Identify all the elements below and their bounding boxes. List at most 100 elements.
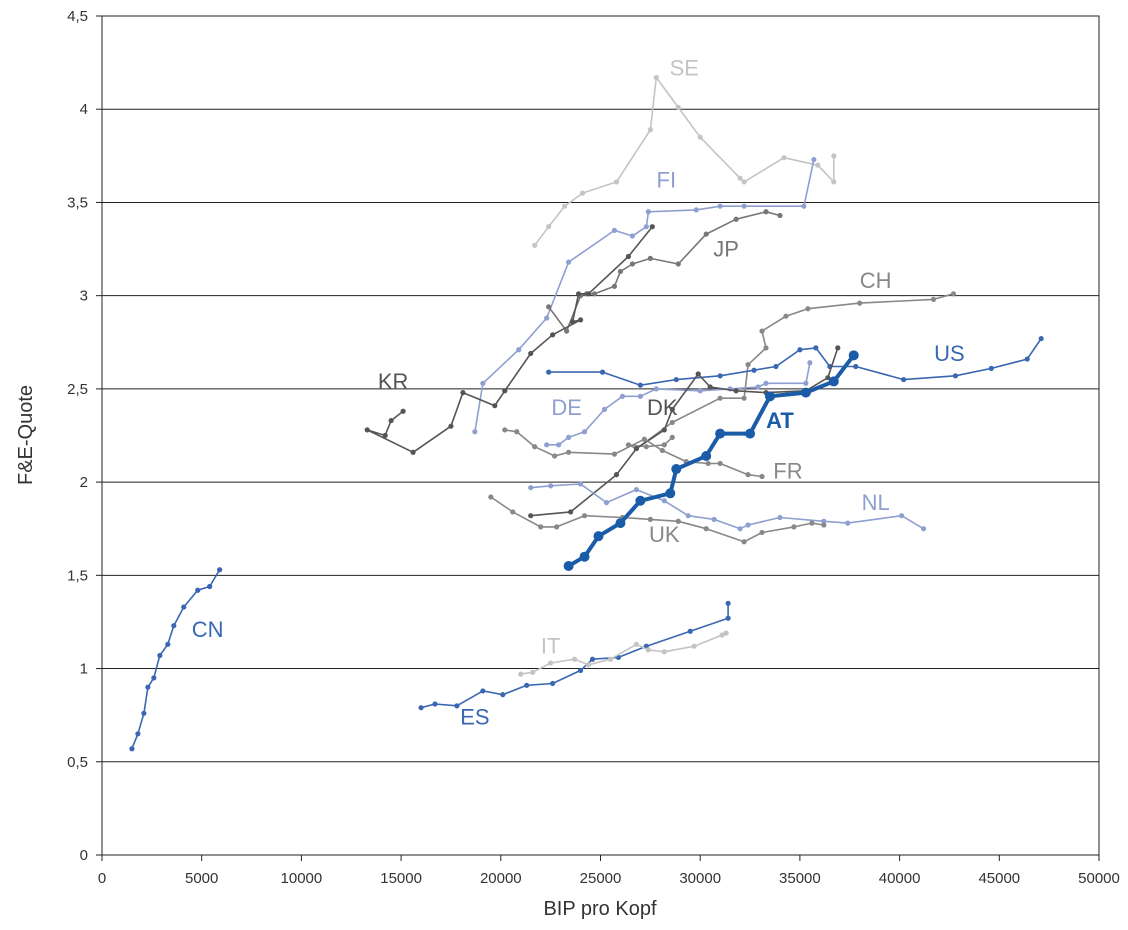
data-point-cn [129, 746, 135, 752]
data-point-fi [811, 156, 817, 163]
y-tick-label: 1 [80, 661, 88, 678]
series-at [563, 350, 859, 572]
data-point-us [717, 373, 723, 379]
data-point-uk [791, 524, 797, 530]
data-point-it [518, 671, 524, 677]
data-point-se [831, 179, 837, 185]
label-nl: NL [862, 490, 890, 515]
data-point-jp [564, 328, 570, 334]
data-point-jp [777, 212, 783, 219]
data-point-kr [575, 291, 582, 297]
data-point-ch [783, 313, 789, 319]
data-point-jp [611, 283, 618, 289]
label-de: DE [551, 395, 582, 420]
data-point-fr [717, 460, 723, 467]
data-point-us [751, 367, 757, 373]
data-point-nl [777, 514, 783, 521]
data-point-dk [633, 445, 639, 452]
data-point-nl [845, 520, 851, 526]
data-point-ch [763, 345, 769, 351]
data-point-jp [629, 261, 636, 267]
data-point-jp [591, 291, 598, 297]
data-point-de [763, 380, 769, 386]
label-uk: UK [649, 522, 680, 547]
data-point-es [432, 701, 438, 707]
data-point-us [797, 347, 803, 353]
series-labels: SE FI JP CH US KR DE DK AT FR NL UK CN IT ES [192, 56, 965, 730]
data-point-uk [488, 494, 494, 500]
data-point-de [544, 442, 550, 448]
label-fr: FR [773, 458, 802, 483]
data-point-at [593, 531, 604, 542]
data-point-se [675, 104, 681, 110]
data-point-fr [659, 447, 665, 454]
y-tick-label: 4 [80, 101, 88, 118]
data-point-uk [821, 522, 827, 528]
data-point-fi [643, 224, 649, 230]
x-tick-label: 30000 [679, 870, 721, 887]
data-point-fi [693, 207, 699, 213]
data-point-at [665, 488, 676, 499]
data-point-nl [821, 518, 827, 524]
data-point-de [619, 393, 626, 399]
data-point-kr [649, 224, 655, 230]
data-point-nl [633, 486, 639, 493]
y-tick-label: 1,5 [67, 567, 88, 584]
data-point-at [848, 350, 859, 361]
data-point-fr [641, 436, 647, 442]
series-line-ch [627, 293, 954, 450]
series-line-us [548, 338, 1042, 387]
data-point-fr [502, 427, 508, 433]
data-point-uk [581, 513, 588, 519]
data-point-se [546, 224, 552, 230]
data-point-uk [647, 516, 653, 523]
data-point-kr [388, 417, 394, 424]
series-cn [129, 567, 223, 752]
data-point-nl [737, 526, 743, 532]
data-point-fi [565, 259, 572, 265]
data-point-se [579, 190, 586, 196]
data-point-se [562, 203, 568, 209]
data-point-fi [544, 315, 550, 321]
data-point-se [781, 155, 787, 161]
data-point-us [673, 376, 679, 383]
data-point-se [647, 127, 653, 133]
data-point-fi [480, 380, 486, 386]
data-point-cn [165, 641, 171, 647]
data-point-at [563, 561, 574, 572]
data-point-ch [669, 419, 675, 426]
data-point-nl [528, 485, 534, 491]
data-point-de [697, 388, 703, 394]
data-point-it [530, 669, 536, 675]
data-point-cn [217, 567, 223, 573]
y-tick-label: 3,5 [67, 194, 88, 211]
data-point-it [645, 647, 651, 653]
data-point-uk [538, 524, 544, 530]
data-point-jp [617, 268, 624, 275]
x-tick-label: 45000 [978, 870, 1020, 887]
data-point-at [828, 376, 839, 387]
data-point-dk [695, 371, 701, 377]
data-point-at [701, 451, 712, 462]
label-at: AT [766, 408, 794, 433]
data-point-kr [585, 291, 592, 297]
data-point-nl [920, 526, 927, 532]
data-point-us [988, 365, 994, 371]
data-point-es [524, 682, 530, 688]
series-it [518, 630, 729, 677]
data-point-it [661, 649, 667, 655]
data-point-de [581, 429, 588, 435]
data-point-se [653, 74, 659, 81]
label-ch: CH [860, 268, 892, 293]
data-point-se [532, 242, 538, 248]
data-point-es [500, 692, 506, 698]
data-point-se [815, 162, 821, 168]
data-point-it [691, 643, 697, 649]
data-point-it [585, 662, 592, 668]
x-tick-label: 5000 [185, 870, 218, 887]
data-point-at [635, 495, 646, 506]
data-point-fr [514, 429, 520, 435]
data-point-it [633, 641, 639, 647]
data-point-ch [741, 395, 747, 401]
